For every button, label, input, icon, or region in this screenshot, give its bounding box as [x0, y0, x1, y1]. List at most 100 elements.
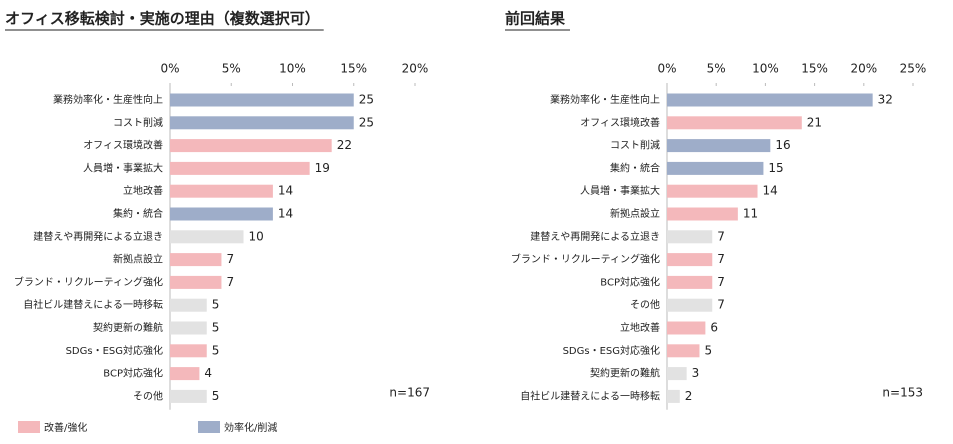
value-label: 5	[704, 343, 712, 357]
category-label: その他	[133, 389, 163, 402]
bar	[667, 139, 771, 153]
bar	[667, 207, 738, 221]
value-label: 15	[768, 161, 783, 175]
x-tick-label: 5%	[222, 62, 241, 76]
value-label: 14	[763, 184, 778, 198]
value-label: 4	[204, 366, 212, 380]
bar	[170, 298, 207, 312]
category-label: コスト削減	[113, 116, 163, 129]
sample-size: n=167	[389, 386, 430, 400]
value-label: 11	[743, 207, 758, 221]
value-label: 19	[315, 161, 330, 175]
x-tick-label: 5%	[707, 62, 726, 76]
bar	[170, 161, 310, 175]
bar	[667, 275, 713, 289]
category-label: コスト削減	[610, 139, 660, 152]
category-label: 人員増・事業拡大	[83, 161, 163, 174]
value-label: 21	[807, 115, 822, 129]
legend-label: 改善/強化	[44, 421, 87, 434]
bar	[170, 344, 207, 358]
value-label: 14	[278, 184, 293, 198]
sample-size: n=153	[882, 386, 923, 400]
category-label: BCP対応強化	[600, 275, 660, 288]
value-label: 7	[717, 275, 725, 289]
bar	[170, 253, 222, 267]
value-label: 16	[775, 138, 790, 152]
x-tick-label: 25%	[900, 62, 927, 76]
x-tick-label: 0%	[160, 62, 179, 76]
value-label: 5	[212, 298, 220, 312]
category-label: オフィス環境改善	[580, 116, 660, 129]
bar	[170, 275, 222, 289]
value-label: 3	[692, 366, 700, 380]
bar	[170, 207, 273, 221]
category-label: SDGs・ESG対応強化	[563, 344, 660, 357]
bar	[667, 298, 713, 312]
bar	[667, 161, 764, 175]
category-label: 自社ビル建替えによる一時移転	[520, 389, 660, 402]
x-tick-label: 15%	[801, 62, 828, 76]
category-label: 契約更新の難航	[590, 367, 660, 380]
bar	[667, 230, 713, 244]
value-label: 25	[359, 115, 374, 129]
value-label: 14	[278, 207, 293, 221]
chart-title: 前回結果	[505, 10, 566, 28]
bar	[667, 93, 873, 107]
category-label: 業務効率化・生産性向上	[550, 93, 660, 106]
x-tick-label: 10%	[279, 62, 306, 76]
value-label: 6	[710, 321, 718, 335]
x-tick-label: 10%	[752, 62, 779, 76]
bar	[170, 93, 354, 107]
bar	[170, 116, 354, 130]
bar	[667, 184, 758, 198]
legend-swatch	[18, 421, 40, 433]
value-label: 2	[685, 389, 693, 403]
value-label: 7	[717, 229, 725, 243]
bar	[170, 321, 207, 335]
value-label: 7	[717, 298, 725, 312]
category-label: 契約更新の難航	[93, 321, 163, 334]
category-label: オフィス環境改善	[83, 139, 163, 152]
category-label: 建替えや再開発による立退き	[33, 230, 163, 243]
category-label: 新拠点設立	[113, 253, 163, 266]
value-label: 7	[226, 275, 234, 289]
category-label: 自社ビル建替えによる一時移転	[23, 298, 163, 311]
category-label: その他	[630, 298, 660, 311]
legend-swatch	[198, 421, 220, 433]
bar	[667, 389, 680, 403]
category-label: BCP対応強化	[103, 367, 163, 380]
value-label: 5	[212, 343, 220, 357]
category-label: 立地改善	[123, 184, 163, 197]
category-label: 新拠点設立	[610, 207, 660, 220]
bar	[667, 253, 713, 267]
bar	[170, 184, 273, 198]
bar	[170, 367, 200, 381]
bar	[170, 389, 207, 403]
category-label: 業務効率化・生産性向上	[53, 93, 163, 106]
category-label: ブランド・リクルーティング強化	[14, 275, 163, 288]
x-tick-label: 15%	[340, 62, 367, 76]
value-label: 5	[212, 389, 220, 403]
value-label: 25	[359, 93, 374, 107]
bar	[667, 367, 687, 381]
bar	[667, 344, 700, 358]
legend-label: 効率化/削減	[224, 421, 277, 434]
category-label: SDGs・ESG対応強化	[66, 344, 163, 357]
value-label: 7	[717, 252, 725, 266]
chart-title: オフィス移転検討・実施の理由（複数選択可）	[5, 10, 320, 28]
bar	[667, 321, 706, 335]
value-label: 22	[337, 138, 352, 152]
category-label: 建替えや再開発による立退き	[530, 230, 660, 243]
category-label: 集約・統合	[610, 161, 660, 174]
value-label: 32	[878, 93, 893, 107]
category-label: 立地改善	[620, 321, 660, 334]
bar	[170, 230, 244, 244]
category-label: ブランド・リクルーティング強化	[511, 253, 660, 266]
bar	[667, 116, 802, 130]
x-tick-label: 20%	[402, 62, 429, 76]
value-label: 5	[212, 321, 220, 335]
x-tick-label: 0%	[657, 62, 676, 76]
bar	[170, 139, 332, 153]
x-tick-label: 20%	[850, 62, 877, 76]
category-label: 集約・統合	[113, 207, 163, 220]
